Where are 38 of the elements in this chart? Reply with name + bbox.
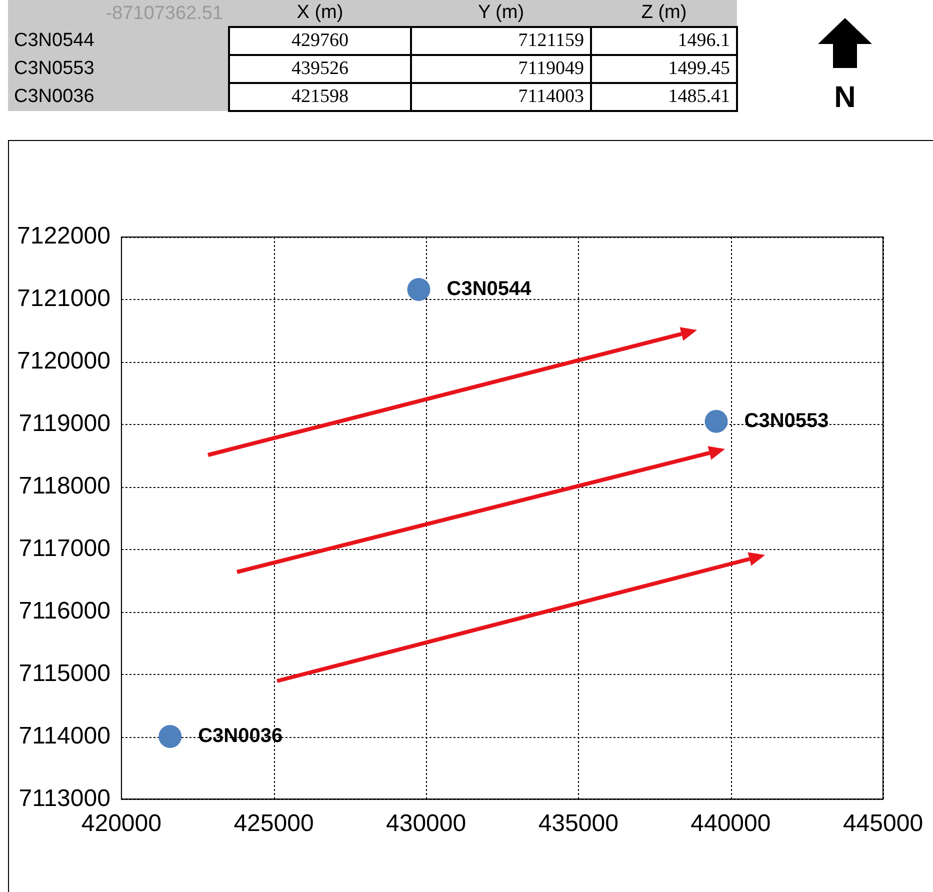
y-tick-label: 7118000	[18, 472, 110, 500]
y-tick-label: 7122000	[16, 222, 110, 250]
north-arrow: N	[810, 18, 880, 128]
text: Y (m)	[411, 0, 591, 27]
text: 429760	[229, 27, 411, 55]
point	[704, 410, 728, 433]
x-tick-label: 440000	[690, 810, 771, 838]
y-tick-label: 7117000	[18, 534, 110, 562]
y-tick-label: 7116000	[18, 597, 110, 624]
y-tick-label: 7115000	[18, 660, 110, 687]
annotation: C3N0544	[446, 278, 532, 300]
text: 7121159	[411, 27, 591, 55]
text: 1499.45	[591, 55, 737, 83]
x-tick-label: 435000	[538, 810, 618, 838]
text: 439526	[229, 55, 411, 83]
text: C3N0544	[14, 30, 94, 51]
x-tick-label: 430000	[386, 810, 466, 838]
text: 7119049	[411, 55, 591, 83]
text: 7114003	[411, 83, 591, 111]
y-tick-label: 7114000	[18, 722, 110, 750]
x-tick-label: 420000	[81, 810, 162, 838]
x-tick-label: 445000	[842, 810, 924, 838]
text: C3N0036	[14, 86, 94, 107]
x-tick-label: 425000	[234, 810, 314, 838]
y-tick-label: 7119000	[18, 410, 110, 438]
text: X (m)	[229, 0, 411, 27]
text: 1496.1	[591, 27, 737, 55]
text: 421598	[229, 83, 411, 111]
text: 1485.41	[591, 83, 737, 111]
y-tick-label: 7121000	[16, 285, 110, 312]
annotation: C3N0553	[744, 410, 829, 432]
y-tick-label: 7113000	[18, 784, 110, 812]
text: Z (m)	[591, 0, 737, 27]
point	[407, 278, 430, 302]
point	[158, 725, 182, 748]
annotation: C3N0036	[198, 725, 283, 748]
text: C3N0553	[14, 58, 94, 79]
y-tick-label: 7120000	[16, 348, 110, 375]
